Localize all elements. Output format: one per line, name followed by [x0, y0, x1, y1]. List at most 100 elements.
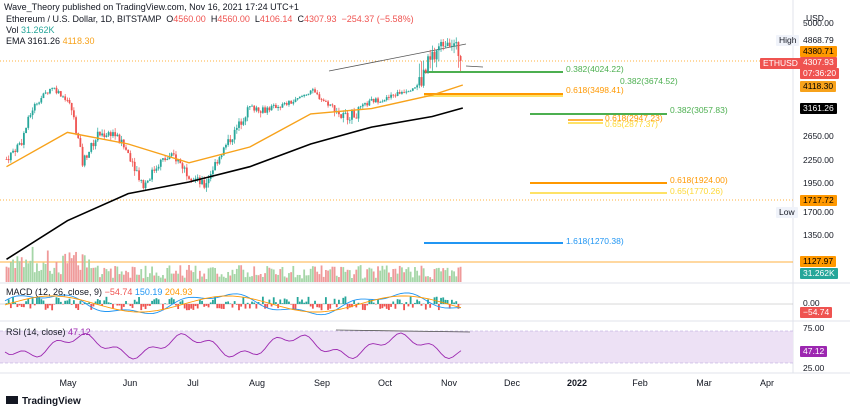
- macd-hist-bar: [448, 304, 451, 309]
- macd-hist-bar: [292, 304, 295, 310]
- macd-hist-bar: [153, 299, 156, 304]
- candle-body: [266, 107, 269, 113]
- macd-axis-tag: −54.74: [800, 307, 833, 318]
- macd-hist-bar: [131, 304, 134, 308]
- time-axis-label: Feb: [632, 378, 648, 388]
- candle-body: [422, 69, 425, 86]
- macd-hist-bar: [81, 304, 84, 305]
- macd-hist-bar: [424, 304, 427, 310]
- candle-body: [257, 107, 260, 112]
- volume-bar: [437, 267, 440, 282]
- volume-bar: [455, 276, 458, 282]
- symbol-row: Ethereum / U.S. Dollar, 1D, BITSTAMP O45…: [6, 14, 414, 25]
- candle-body: [285, 103, 288, 105]
- macd-hist-bar: [429, 304, 432, 308]
- macd-hist-bar: [301, 299, 303, 304]
- volume-bar: [387, 272, 390, 282]
- ema-row[interactable]: EMA 3161.26 4118.30: [6, 36, 414, 47]
- candle-body: [318, 94, 321, 100]
- candle-body: [392, 94, 395, 96]
- candle-body: [294, 99, 297, 102]
- macd-hist-bar: [318, 304, 321, 308]
- candle-body: [431, 51, 434, 60]
- volume-bar: [427, 276, 429, 282]
- candle-body: [188, 176, 190, 179]
- volume-bar: [36, 263, 38, 282]
- macd-hist-bar: [51, 304, 54, 311]
- candle-body: [255, 107, 258, 111]
- volume-bar: [229, 275, 232, 282]
- candle-body: [270, 105, 273, 111]
- candle-body: [268, 107, 271, 111]
- rsi-legend[interactable]: RSI (14, close) 47.12: [6, 327, 91, 337]
- macd-hist-bar: [435, 296, 438, 304]
- volume-bar: [201, 276, 203, 282]
- axis-tick-2650: 2650.00: [803, 131, 834, 141]
- macd-hist-bar: [75, 304, 77, 309]
- macd-hist-bar: [314, 300, 316, 304]
- macd-hist-bar: [20, 304, 23, 307]
- volume-bar: [435, 268, 438, 282]
- volume-bar: [301, 278, 303, 282]
- candle-body: [27, 116, 30, 128]
- tradingview-logo-icon: [6, 396, 18, 404]
- candle-body: [275, 104, 277, 109]
- macd-hist-bar: [453, 302, 455, 304]
- candle-body: [359, 106, 362, 108]
- macd-hist-bar: [222, 304, 225, 309]
- volume-bar: [22, 267, 25, 282]
- macd-hist-bar: [253, 302, 256, 304]
- volume-bar: [112, 277, 114, 282]
- volume-bar: [146, 276, 149, 282]
- volume-bar: [324, 269, 327, 282]
- volume-bar: [114, 266, 117, 282]
- volume-bar: [57, 272, 60, 282]
- volume-bar: [227, 271, 230, 282]
- brand-text: TradingView: [22, 396, 81, 407]
- macd-hist-bar: [361, 304, 364, 310]
- macd-hist-bar: [129, 304, 132, 307]
- candle-body: [20, 143, 23, 145]
- macd-hist-bar: [77, 304, 80, 310]
- candle-body: [311, 89, 314, 91]
- macd-hist-bar: [218, 304, 221, 309]
- volume-bar: [194, 265, 197, 282]
- macd-legend[interactable]: MACD (12, 26, close, 9) −54.74 150.19 20…: [6, 287, 192, 297]
- candle-body: [201, 180, 203, 185]
- candle-body: [331, 104, 334, 106]
- candle-body: [218, 157, 221, 164]
- macd-hist-bar: [155, 298, 158, 304]
- candle-body: [253, 105, 256, 111]
- candle-body: [203, 180, 206, 188]
- tradingview-brand[interactable]: TradingView: [6, 396, 81, 407]
- candle-body: [385, 97, 388, 101]
- candle-body: [79, 138, 82, 147]
- candle-body: [348, 119, 351, 121]
- macd-line: [4, 292, 461, 316]
- candle-body: [453, 43, 455, 46]
- volume-bar: [355, 269, 358, 282]
- macd-hist-bar: [335, 304, 338, 308]
- candle-body: [55, 87, 58, 94]
- candle-body: [277, 106, 279, 109]
- axis-low-value: 1700.00: [803, 207, 834, 217]
- macd-histogram: [5, 296, 462, 311]
- volume-bar: [361, 278, 364, 282]
- low-label: L: [254, 14, 260, 24]
- macd-hist-bar: [348, 304, 351, 308]
- volume-bar: [364, 277, 366, 282]
- volume-bar: [16, 256, 19, 282]
- macd-hist-bar: [177, 304, 180, 310]
- symbol-title[interactable]: Ethereum / U.S. Dollar, 1D, BITSTAMP: [6, 14, 162, 24]
- volume-bar: [275, 274, 277, 282]
- macd-hist-bar: [266, 304, 269, 308]
- macd-hist-bar: [198, 299, 201, 304]
- volume-bar: [379, 270, 382, 282]
- candle-body: [7, 159, 10, 161]
- candle-body: [125, 147, 127, 150]
- macd-hist-bar: [244, 304, 247, 309]
- candle-body: [427, 56, 429, 73]
- volume-bar: [340, 266, 342, 282]
- volume-row[interactable]: Vol 31.262K: [6, 25, 414, 36]
